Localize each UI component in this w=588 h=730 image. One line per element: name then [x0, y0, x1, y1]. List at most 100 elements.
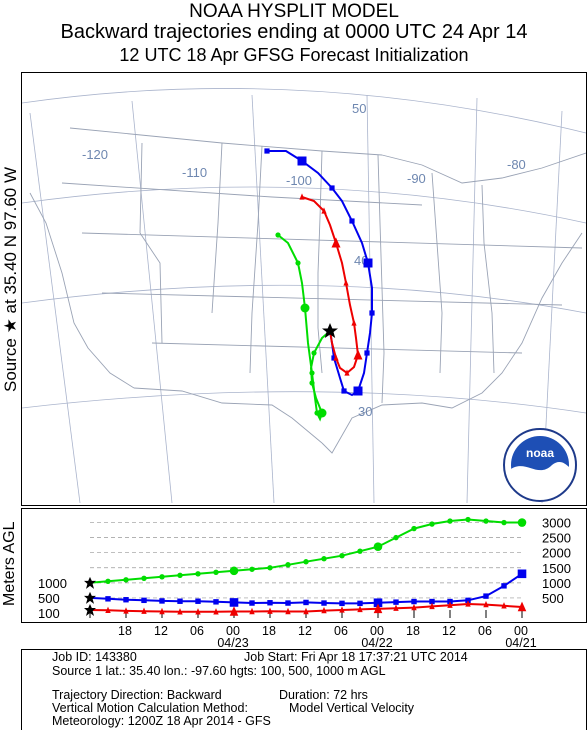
series-point [517, 601, 527, 612]
map-marker [300, 303, 310, 313]
border-line [29, 192, 135, 389]
x-tick-label: 00 [370, 624, 384, 638]
height-chart: 1000 500 100 3000 2500 2000 1500 1000 500 [21, 508, 587, 623]
meridian-line [29, 112, 81, 504]
title: NOAA HYSPLIT MODEL [189, 1, 399, 22]
meridian-line [131, 100, 173, 504]
parallel-line [21, 391, 587, 414]
series-point [105, 606, 111, 613]
map-svg: -120 -110 -100 -90 -80 50 40 30 noaa [21, 88, 587, 504]
state-borders [29, 127, 587, 454]
series-point [285, 562, 291, 568]
map-marker [353, 349, 363, 360]
map-marker [275, 232, 281, 238]
series-point [373, 542, 383, 551]
series-point [411, 598, 417, 605]
border-line [249, 145, 263, 374]
start-star-icon [84, 591, 96, 604]
map-marker [331, 237, 341, 248]
y-tick-label: 500 [542, 591, 564, 606]
border-line [481, 184, 495, 374]
series-point [285, 607, 291, 615]
series-point [411, 525, 417, 532]
trajectory-map: -120 -110 -100 -90 -80 50 40 30 noaa [21, 72, 587, 506]
series-point [177, 608, 183, 615]
series-point [429, 602, 435, 610]
series-point [213, 569, 219, 575]
series-point [177, 572, 183, 579]
subtitle-trajectories: Backward trajectories ending at 0000 UTC… [60, 21, 528, 43]
series-point [249, 600, 255, 606]
series-point [483, 518, 489, 524]
y-tick-label: 1500 [542, 561, 571, 576]
map-marker [344, 369, 350, 376]
series-point [141, 575, 147, 582]
series-point [141, 607, 147, 614]
series-point [339, 606, 345, 613]
series-point [123, 607, 129, 614]
meridian-line [251, 94, 275, 504]
series-point [213, 599, 219, 605]
border-line [377, 154, 385, 404]
map-marker [349, 218, 355, 224]
series-point [123, 597, 129, 603]
map-marker [364, 350, 370, 356]
series-point [483, 600, 489, 608]
series-point [447, 601, 453, 608]
border-line [69, 127, 383, 156]
border-line [211, 142, 223, 314]
series-point [229, 598, 239, 607]
job-start: Job Start: Fri Apr 18 17:37:21 UTC 2014 [244, 650, 468, 664]
series-point [501, 583, 507, 589]
series-point [393, 534, 399, 541]
noaa-logo-icon: noaa [503, 428, 577, 502]
x-tick-label: 06 [190, 624, 204, 638]
series-point [373, 603, 383, 614]
map-marker [343, 279, 349, 286]
height-series [84, 516, 527, 616]
duration: Duration: 72 hrs [279, 688, 368, 702]
lat-label-30: 30 [358, 404, 372, 419]
x-tick-label: 12 [442, 624, 456, 638]
yaxis-title: Meters AGL [1, 521, 18, 606]
series-point [267, 600, 273, 606]
map-marker [311, 350, 317, 356]
series-point [357, 548, 363, 554]
border-line [101, 292, 563, 306]
map-marker [341, 388, 347, 394]
parallel-line [21, 88, 587, 134]
lon-label-80: -80 [507, 157, 526, 172]
series-point [429, 598, 435, 605]
map-marker [309, 370, 315, 376]
series-point [501, 602, 507, 609]
y-tick-label: 2500 [542, 531, 571, 546]
series-point [411, 603, 417, 611]
x-tick-label: 06 [478, 624, 492, 638]
lon-label-110: -110 [182, 165, 207, 180]
x-tick-label: 18 [118, 624, 132, 638]
series-point [447, 518, 453, 524]
series-point [267, 607, 273, 614]
series-point [303, 607, 309, 615]
subtitle-initialization: 12 UTC 18 Apr GFSG Forecast Initializati… [119, 45, 469, 65]
series-point [195, 571, 201, 577]
map-marker [314, 410, 320, 416]
job-info-panel: Job ID: 143380 Job Start: Fri Apr 18 17:… [21, 649, 587, 730]
x-tick-label: 00 [226, 624, 240, 638]
series-point [177, 598, 183, 604]
series-point [195, 608, 201, 615]
series-point [373, 598, 383, 608]
x-tick-label: 12 [154, 624, 168, 638]
job-id: Job ID: 143380 [52, 650, 137, 664]
series-point [303, 599, 309, 606]
series-point [303, 559, 309, 565]
map-marker [333, 354, 339, 361]
x-tick-label: 00 [514, 624, 528, 638]
x-tick-label: 18 [406, 624, 420, 638]
y-start-label: 1000 [38, 576, 67, 591]
border-line [133, 387, 323, 444]
